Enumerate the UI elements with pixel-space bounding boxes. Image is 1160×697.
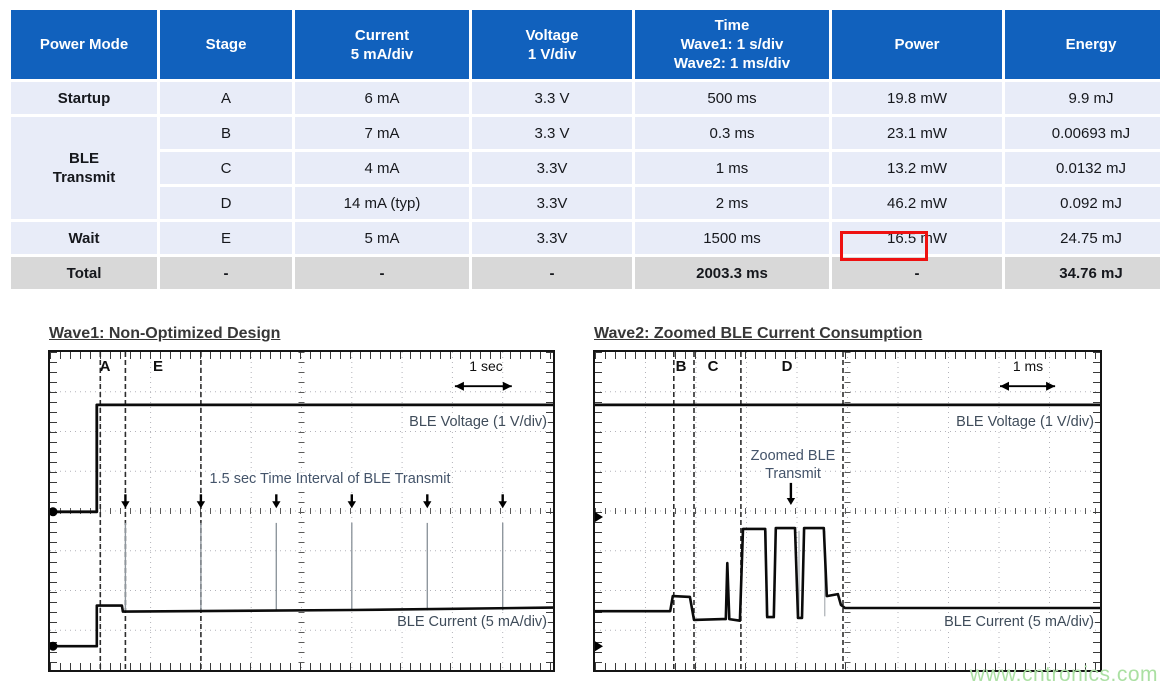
table-cell: 3.3V <box>472 222 632 254</box>
table-cell: 13.2 mW <box>832 152 1002 184</box>
table-header: Power Mode Stage Current 5 mA/div Voltage 1 V… <box>11 10 1160 79</box>
table-cell: 2003.3 ms <box>635 257 829 289</box>
column-header: Time Wave1: 1 s/div Wave2: 1 ms/div <box>635 10 829 79</box>
table-cell: C <box>160 152 292 184</box>
table-row: D 14 mA (typ) 3.3V 2 ms 46.2 mW 0.092 mJ <box>11 187 1160 219</box>
column-header: Power <box>832 10 1002 79</box>
table-cell: A <box>160 82 292 114</box>
table-cell: - <box>472 257 632 289</box>
time-scale-label: 1 ms <box>1012 358 1044 374</box>
wave1-panel: Wave1: Non-Optimized Design A E 1 sec BLE V… <box>48 325 555 672</box>
table-cell: 3.3V <box>472 152 632 184</box>
stage-label-b: B <box>675 358 687 375</box>
table-cell: 4 mA <box>295 152 469 184</box>
table-cell: 1500 ms <box>635 222 829 254</box>
table-cell: E <box>160 222 292 254</box>
table-cell: 3.3 V <box>472 82 632 114</box>
table-row: Startup A 6 mA 3.3 V 500 ms 19.8 mW 9.9 mJ <box>11 82 1160 114</box>
table-cell: 3.3 V <box>472 117 632 149</box>
wave2-title: Wave2: Zoomed BLE Current Consumption <box>594 325 923 342</box>
highlight-box-wait-power <box>840 231 928 261</box>
voltage-trace-label: BLE Voltage (1 V/div) <box>408 414 548 431</box>
table-cell: 0.3 ms <box>635 117 829 149</box>
power-mode-cell: BLE Transmit <box>11 117 157 219</box>
power-table-body: Startup A 6 mA 3.3 V 500 ms 19.8 mW 9.9 mJ BLE T… <box>11 82 1160 289</box>
table-cell: 5 mA <box>295 222 469 254</box>
stage-label-d: D <box>781 358 793 375</box>
column-header: Stage <box>160 10 292 79</box>
table-row: BLE Transmit B 7 mA 3.3 V 0.3 ms 23.1 mW 0.0069… <box>11 117 1160 219</box>
annotation-text: 1.5 sec Time Interval of BLE Transmit <box>208 471 452 488</box>
power-consumption-table: Power Mode Stage Current 5 mA/div Voltage 1 V… <box>8 7 1160 292</box>
wave1-title: Wave1: Non-Optimized Design <box>49 325 281 342</box>
table-cell: 24.75 mJ <box>1005 222 1160 254</box>
column-header: Voltage 1 V/div <box>472 10 632 79</box>
column-header: Current 5 mA/div <box>295 10 469 79</box>
stage-label-e: E <box>152 358 164 375</box>
power-mode-cell: Wait <box>11 222 157 254</box>
annotation-text: Zoomed BLE <box>749 448 837 465</box>
power-mode-cell: Total <box>11 257 157 289</box>
table-cell: D <box>160 187 292 219</box>
table-cell: 23.1 mW <box>832 117 1002 149</box>
table-cell: 34.76 mJ <box>1005 257 1160 289</box>
current-trace-label: BLE Current (5 mA/div) <box>396 614 548 631</box>
table-cell: 14 mA (typ) <box>295 187 469 219</box>
table-cell: - <box>295 257 469 289</box>
table-cell: 7 mA <box>295 117 469 149</box>
stage-label-c: C <box>707 358 719 375</box>
table-cell: 500 ms <box>635 82 829 114</box>
table-cell: 3.3V <box>472 187 632 219</box>
watermark: www.cntronics.com <box>969 663 1158 686</box>
table-header-row: Power Mode Stage Current 5 mA/div Voltage 1 V… <box>11 10 1160 79</box>
column-header: Power Mode <box>11 10 157 79</box>
table-cell: 6 mA <box>295 82 469 114</box>
table-cell: - <box>160 257 292 289</box>
time-scale-label: 1 sec <box>469 358 503 374</box>
wave1-oscilloscope: A E 1 sec BLE Voltage (1 V/div) BLE Current … <box>48 350 555 672</box>
table-cell: 1 ms <box>635 152 829 184</box>
table-row: Wait E 5 mA 3.3V 1500 ms 16.5 mW 24.75 mJ <box>11 222 1160 254</box>
table-cell: 0.092 mJ <box>1005 187 1160 219</box>
power-mode-cell: Startup <box>11 82 157 114</box>
wave1-plot <box>50 352 553 670</box>
wave2-oscilloscope: B C D 1 ms BLE Voltage (1 V/div) BLE Current … <box>593 350 1102 672</box>
table-row: Total - - -2003.3 ms -34.76 mJ <box>11 257 1160 289</box>
table-cell: 9.9 mJ <box>1005 82 1160 114</box>
wave2-panel: Wave2: Zoomed BLE Current Consumption B C… <box>593 325 1102 672</box>
voltage-trace-label: BLE Voltage (1 V/div) <box>955 414 1095 431</box>
table-cell: 46.2 mW <box>832 187 1002 219</box>
stage-label-a: A <box>99 358 111 375</box>
table-cell: 19.8 mW <box>832 82 1002 114</box>
current-trace-label: BLE Current (5 mA/div) <box>943 614 1095 631</box>
table-cell: - <box>832 257 1002 289</box>
table-cell: 0.00693 mJ <box>1005 117 1160 149</box>
column-header: Energy <box>1005 10 1160 79</box>
table-cell: B <box>160 117 292 149</box>
table-cell: 2 ms <box>635 187 829 219</box>
annotation-text: Transmit <box>764 466 822 483</box>
table-cell: 0.0132 mJ <box>1005 152 1160 184</box>
table-cell: 16.5 mW <box>832 222 1002 254</box>
